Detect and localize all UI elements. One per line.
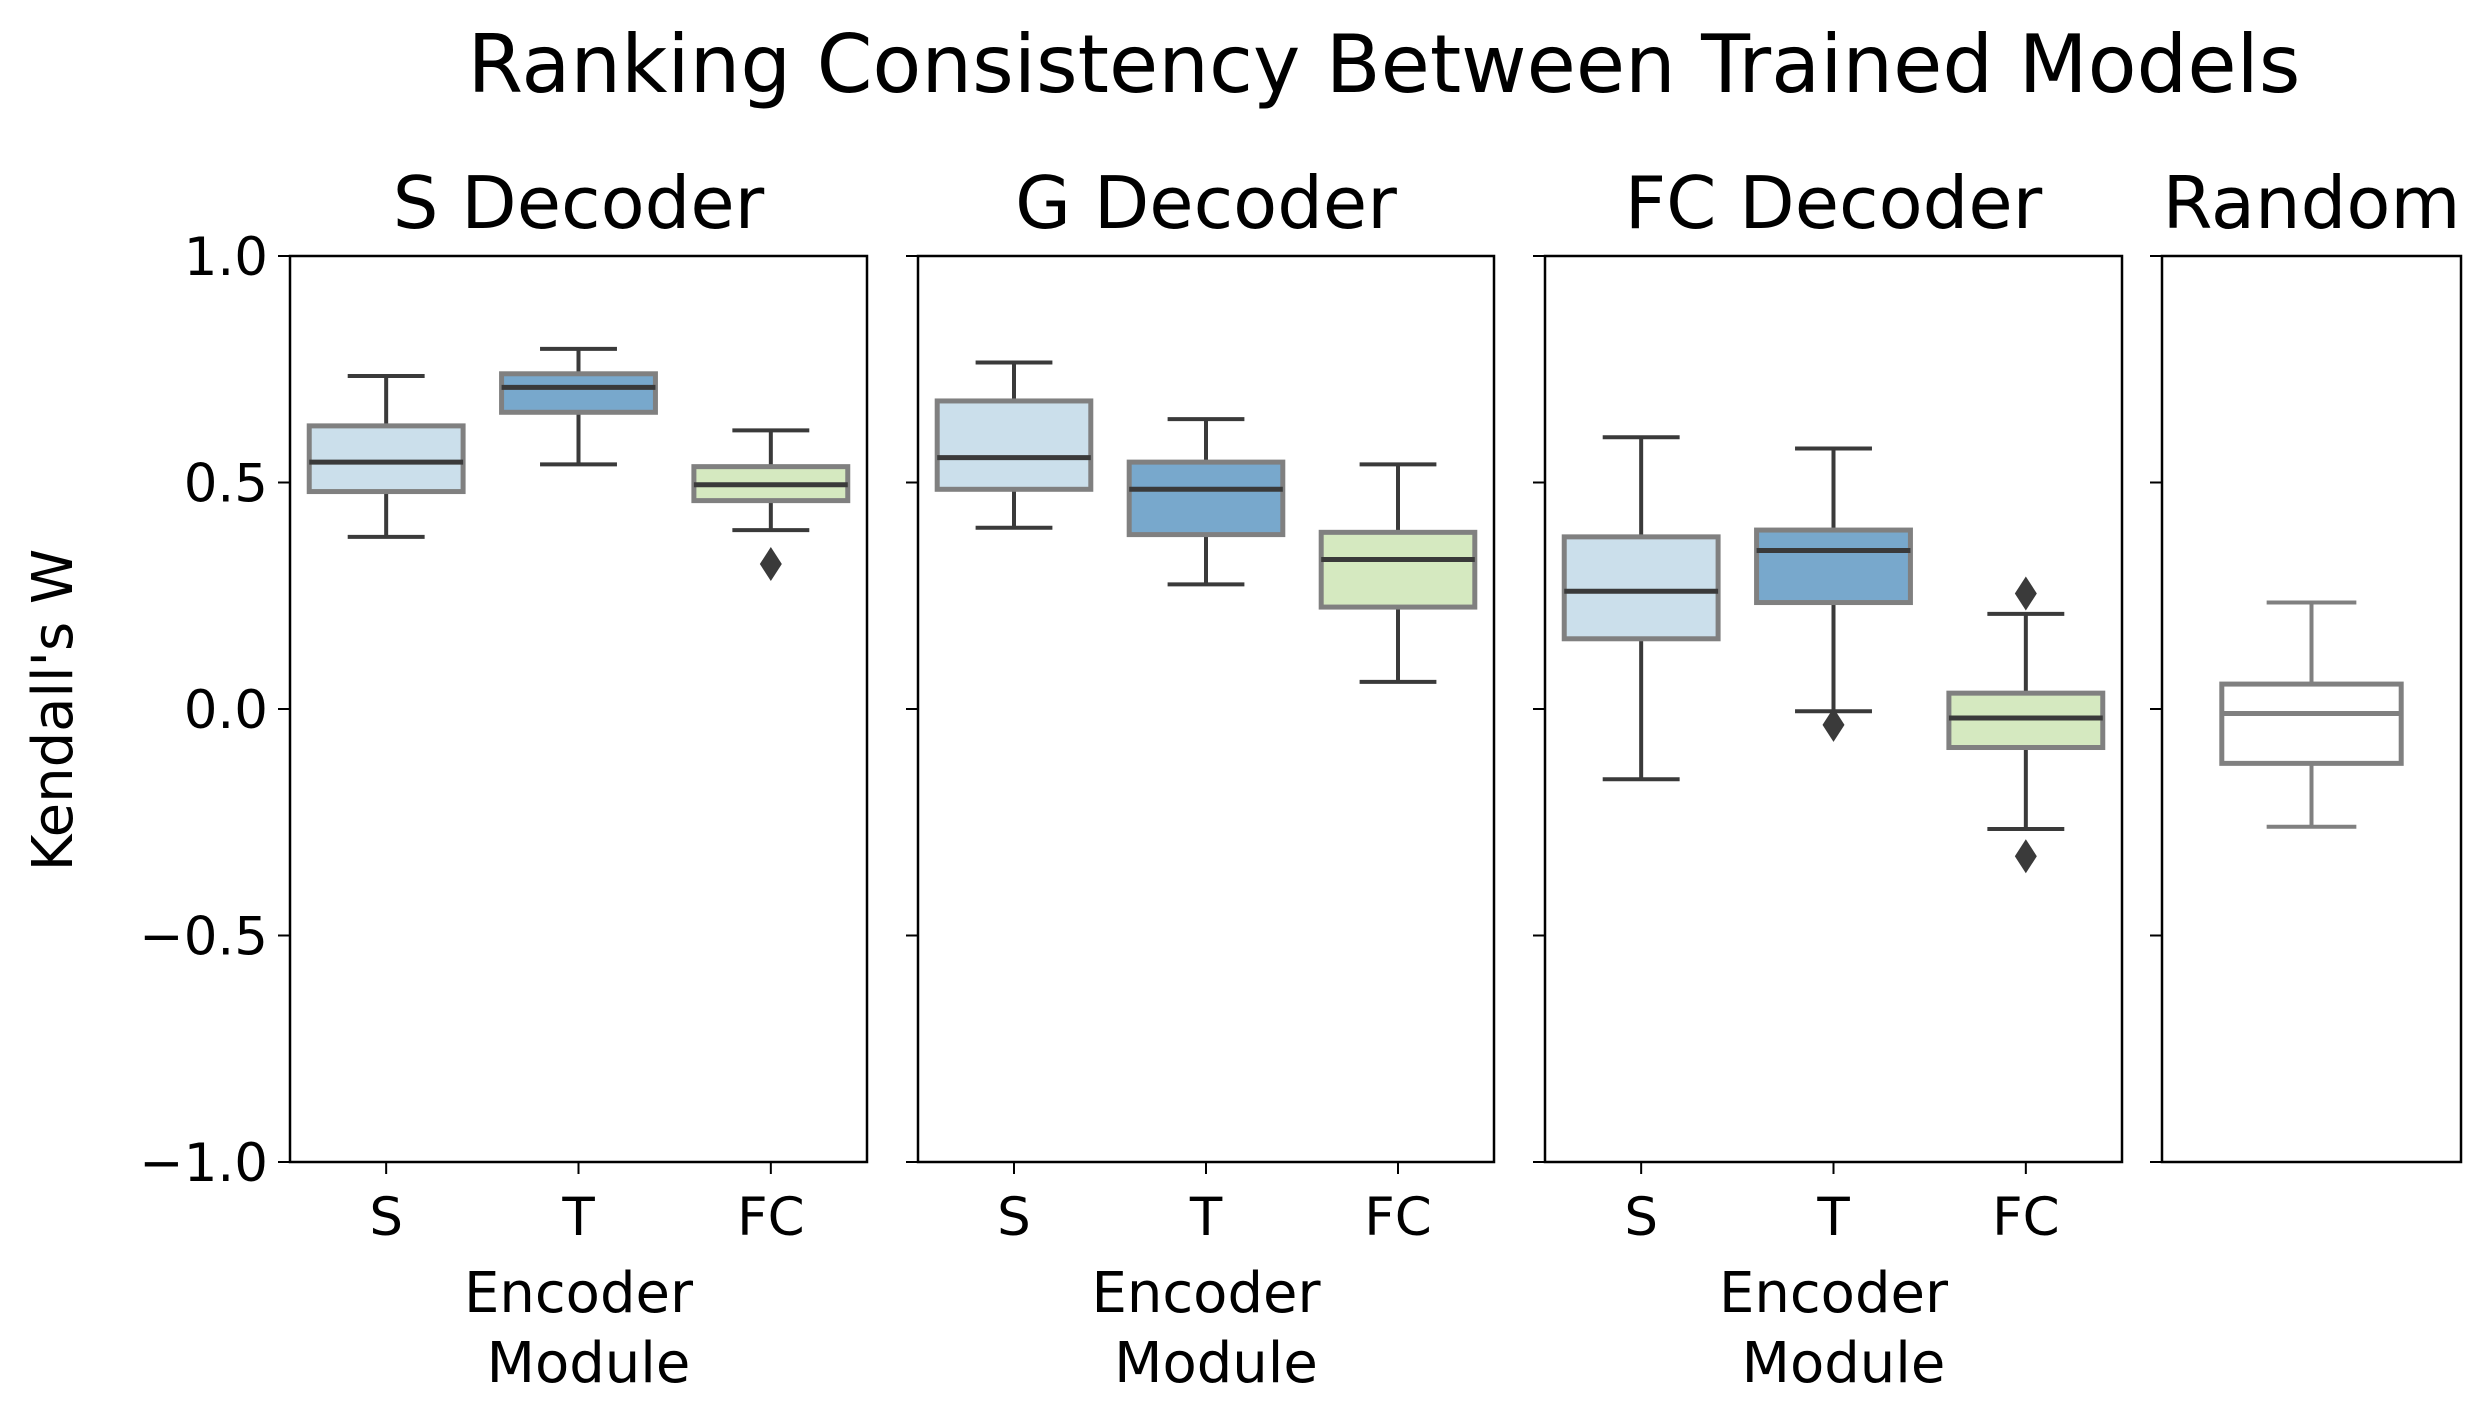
x-tick-label: S (1624, 1187, 1658, 1248)
box-S (1561, 435, 1721, 782)
box-iqr (2219, 681, 2404, 766)
y-tick-label: 0.0 (184, 680, 268, 741)
x-tick-label: FC (1364, 1187, 1432, 1248)
box-T (1126, 417, 1286, 587)
x-tick-label: T (1189, 1187, 1223, 1248)
box-T (499, 346, 658, 467)
panel-frame (288, 254, 869, 1164)
panel-frame (1543, 254, 2124, 1164)
panel-title: G Decoder (1015, 161, 1397, 245)
box-FC (1318, 462, 1478, 684)
box-iqr (499, 371, 658, 415)
box-FC (691, 428, 851, 582)
box-T (1754, 446, 1913, 742)
x-tick-label: T (561, 1187, 595, 1248)
panel-title: Random (2162, 161, 2460, 245)
box-iqr (306, 423, 466, 495)
y-axis-label: Kendall's W (21, 549, 86, 872)
box-S (306, 374, 466, 539)
box-iqr (1318, 529, 1478, 610)
outlier-point (1822, 707, 1845, 742)
x-axis-label: Module (1742, 1331, 1946, 1396)
x-axis-label: Module (487, 1331, 691, 1396)
panel-title: S Decoder (393, 161, 765, 245)
box-iqr (1561, 534, 1721, 642)
outlier-point (2014, 839, 2037, 874)
chart-title: Ranking Consistency Between Trained Mode… (468, 18, 2301, 111)
box-iqr (1126, 459, 1286, 538)
x-axis-label: Encoder (1719, 1261, 1949, 1326)
box-iqr (1754, 527, 1913, 606)
x-tick-label: T (1816, 1187, 1850, 1248)
y-tick-label: 1.0 (184, 227, 268, 288)
x-axis-label: Module (1114, 1331, 1318, 1396)
panel-title: FC Decoder (1625, 161, 2043, 245)
box-FC (1946, 576, 2106, 874)
y-tick-label: −1.0 (139, 1133, 268, 1194)
x-tick-label: S (997, 1187, 1031, 1248)
panel-frame (916, 254, 1496, 1164)
box-S (934, 360, 1094, 530)
outlier-point (759, 547, 782, 582)
outlier-point (2014, 576, 2037, 611)
panel-frame (2160, 254, 2463, 1164)
x-tick-label: S (369, 1187, 403, 1248)
panel-0: S Decoder 1.0 0.5 0.0 −0.5 −1.0 S T FC EncoderMod… (139, 161, 869, 1396)
box-iqr (934, 398, 1094, 492)
x-tick-label: FC (1992, 1187, 2060, 1248)
x-axis-label: Encoder (464, 1261, 694, 1326)
box-Random (2219, 600, 2404, 829)
panel-3: Random (2150, 161, 2463, 1164)
y-tick-label: −0.5 (139, 907, 268, 968)
y-tick-label: 0.5 (184, 454, 268, 515)
x-axis-label: Encoder (1092, 1261, 1322, 1326)
x-tick-label: FC (737, 1187, 805, 1248)
